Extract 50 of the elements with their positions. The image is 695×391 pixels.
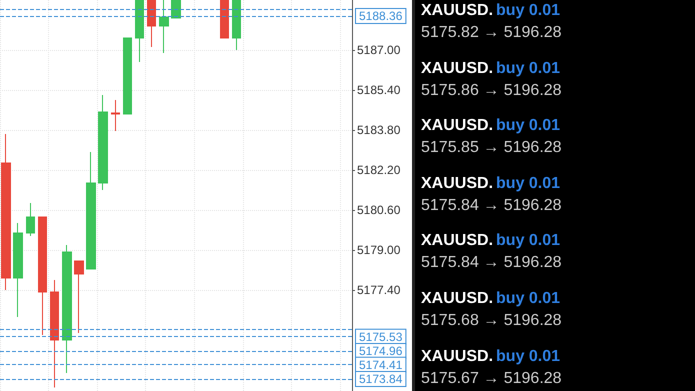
text: XAUUSD. — [421, 290, 494, 307]
ref-line-label: 5174.41 — [359, 358, 403, 372]
y-tick-label: 5179.00 — [357, 243, 401, 257]
ref-line-label: 5173.84 — [359, 372, 403, 386]
y-tick-label: 5187.00 — [357, 43, 401, 57]
candlestick — [111, 100, 120, 132]
y-tick-label: 5177.40 — [357, 283, 401, 297]
candlestick — [13, 222, 23, 318]
candlestick — [98, 94, 108, 190]
text: 5175.82 → 5196.28 — [421, 24, 562, 41]
text: buy 0.01 — [496, 348, 560, 365]
text: XAUUSD. — [421, 348, 494, 365]
text: buy 0.01 — [496, 2, 560, 19]
text: XAUUSD. — [421, 174, 494, 192]
text: XAUUSD. — [421, 232, 494, 250]
text: 5175.67 → 5196.28 — [421, 370, 562, 387]
text: XAUUSD. — [421, 2, 494, 19]
text: XAUUSD. — [421, 60, 494, 77]
candlestick — [38, 216, 47, 336]
text: buy 0.01 — [496, 290, 560, 307]
candlestick — [26, 202, 35, 236]
candlestick — [135, 0, 144, 62]
ref-line-label: 5188.36 — [359, 9, 403, 23]
candlestick — [123, 38, 132, 114]
text: 5175.86 → 5196.28 — [421, 82, 562, 99]
text: buy 0.01 — [496, 117, 560, 134]
candlestick — [220, 0, 229, 38]
candlestick — [86, 152, 96, 270]
candlestick — [171, 0, 181, 18]
text: buy 0.01 — [496, 174, 560, 192]
y-tick-label: 5185.40 — [357, 83, 401, 97]
candlestick — [74, 260, 84, 334]
candlestick — [62, 244, 72, 374]
candlestick — [159, 0, 169, 54]
y-tick-label: 5183.80 — [357, 123, 401, 137]
text: 5175.84 → 5196.28 — [421, 254, 562, 272]
ref-line-label: 5174.96 — [359, 344, 403, 358]
y-tick-label: 5180.60 — [357, 203, 401, 217]
ref-line-label: 5175.53 — [359, 330, 403, 344]
candlestick — [1, 134, 11, 290]
text: 5175.68 → 5196.28 — [421, 312, 562, 329]
text: 5175.85 → 5196.28 — [421, 139, 562, 156]
text: XAUUSD. — [421, 117, 494, 134]
text: 5175.84 → 5196.28 — [421, 196, 562, 214]
candlestick — [232, 0, 241, 50]
candlestick — [50, 280, 59, 388]
text: buy 0.01 — [496, 60, 560, 77]
y-tick-label: 5182.20 — [357, 163, 401, 177]
text: buy 0.01 — [496, 232, 560, 250]
candlestick — [147, 0, 156, 48]
